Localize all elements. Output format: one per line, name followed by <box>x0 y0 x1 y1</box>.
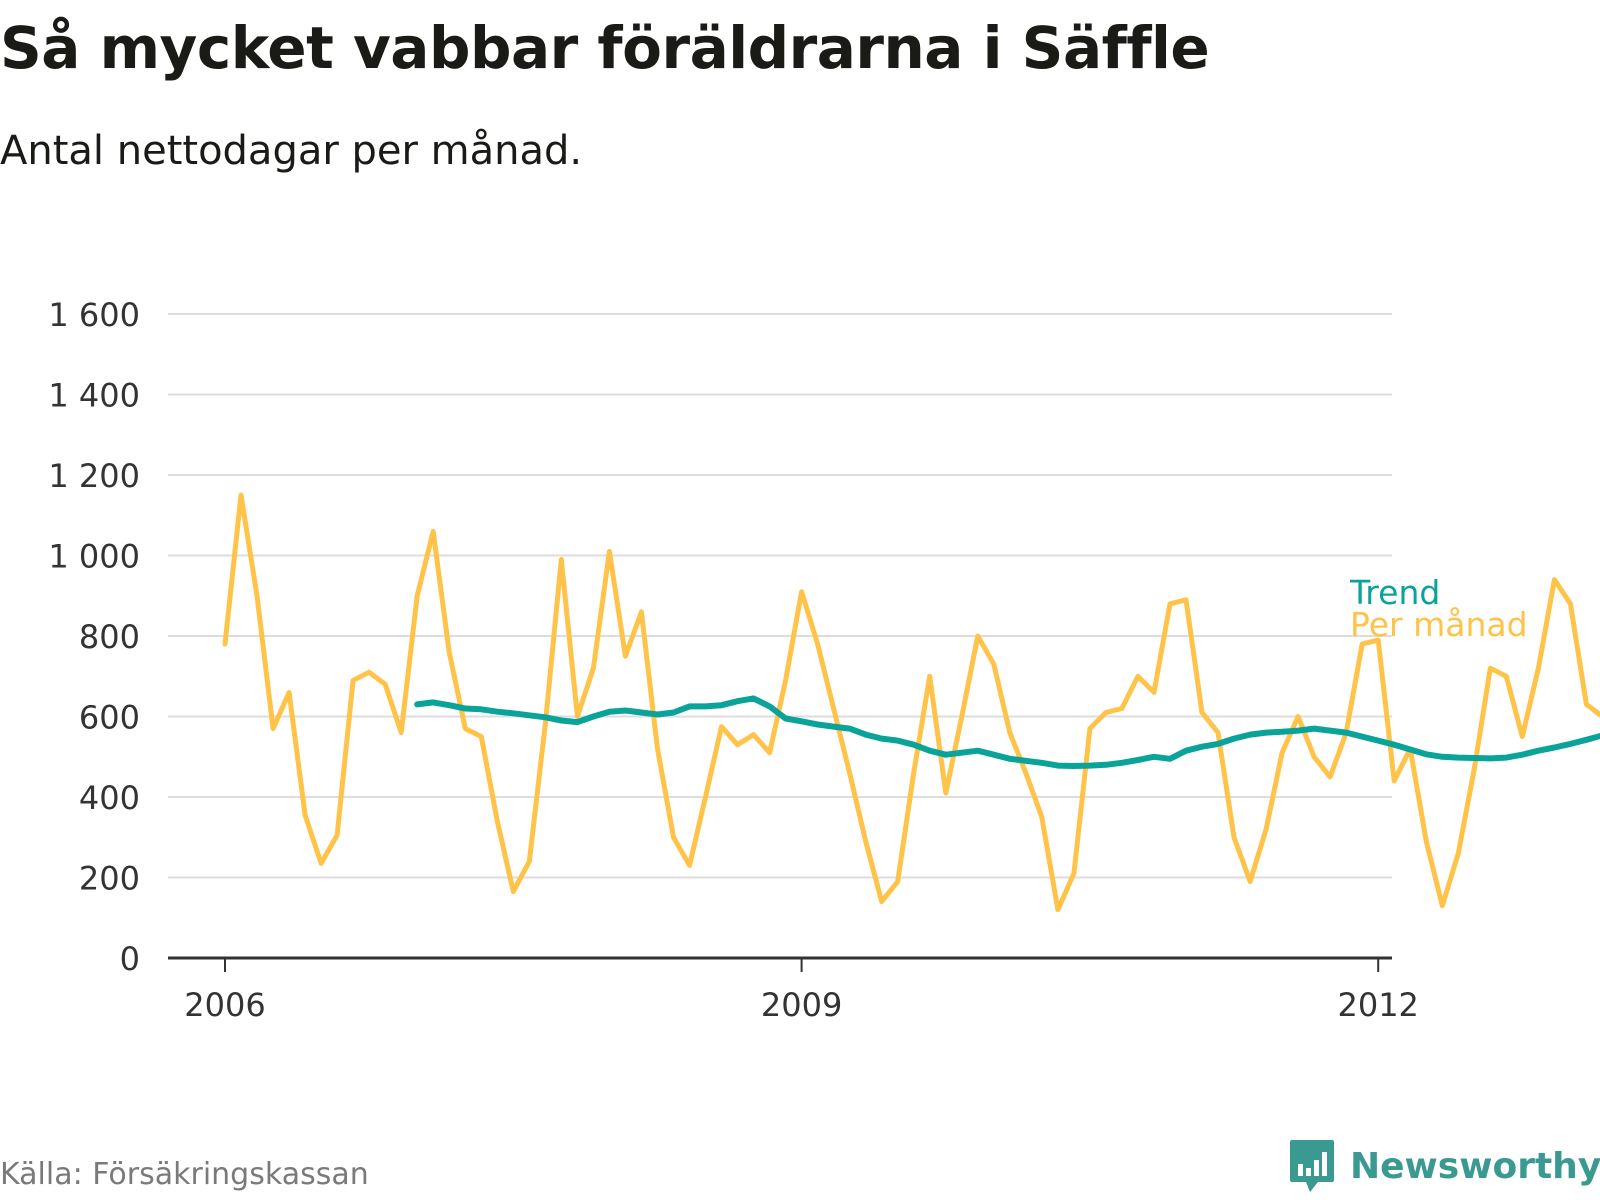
y-tick-label: 600 <box>79 699 140 737</box>
series-lines <box>222 492 1600 913</box>
y-tick-label: 1 600 <box>48 296 140 334</box>
y-tick-label: 400 <box>79 779 140 817</box>
y-tick-label: 200 <box>79 860 140 898</box>
chart-title: Så mycket vabbar föräldrarna i Säffle <box>0 14 1210 82</box>
y-tick-label: 1 000 <box>48 538 140 576</box>
brand-logo: Newsworthy <box>1288 1138 1600 1194</box>
y-tick-label: 1 200 <box>48 457 140 495</box>
y-tick-label: 800 <box>79 618 140 656</box>
source-note: Källa: Försäkringskassan <box>0 1157 369 1192</box>
per-month-label: Per månad <box>1350 605 1528 644</box>
y-axis-ticks: 0 200 400 600 800 1 000 1 200 1 400 1 600 <box>48 296 140 978</box>
chart-subtitle: Antal nettodagar per månad. <box>0 128 583 174</box>
y-tick-label: 0 <box>120 940 140 978</box>
bar-chart-speech-bubble-icon <box>1290 1140 1334 1192</box>
brand-name: Newsworthy <box>1350 1145 1600 1187</box>
x-tick-label: 2009 <box>761 986 842 1024</box>
x-tick-label: 2012 <box>1337 986 1418 1024</box>
per-month-line <box>222 492 1600 913</box>
trend-label: Trend <box>1349 573 1440 612</box>
grid-lines <box>168 313 1392 879</box>
trend-line <box>414 695 1600 769</box>
x-axis: 2006200920122015201820212023 <box>168 956 1419 1024</box>
y-tick-label: 1 400 <box>48 377 140 415</box>
x-tick-label: 2006 <box>184 986 265 1024</box>
